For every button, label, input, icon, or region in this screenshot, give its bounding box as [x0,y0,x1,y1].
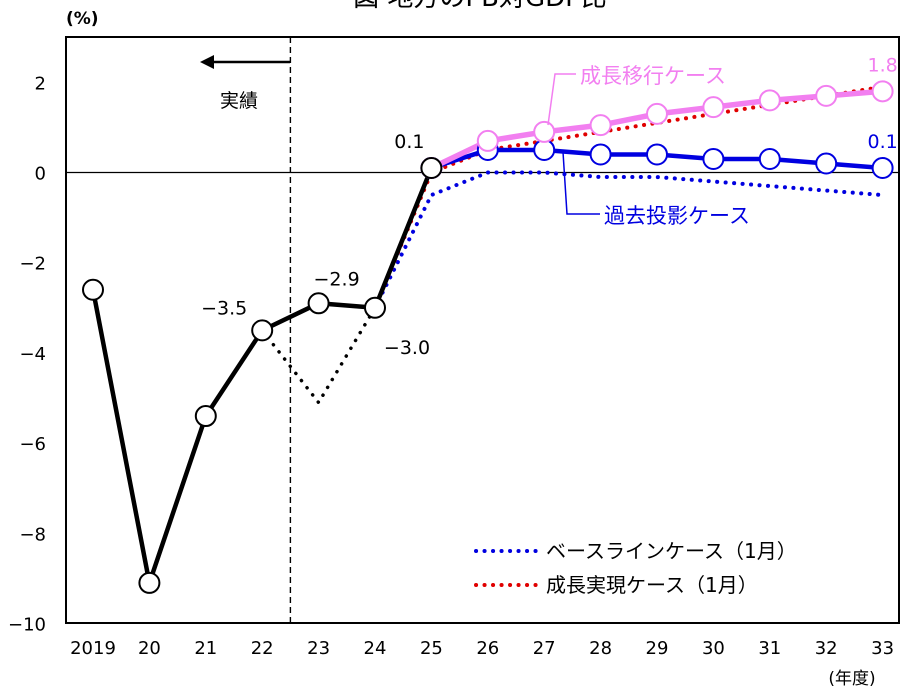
past-case-callout-line [562,151,600,215]
chart-title: 図 地方のPB対GDP比 [353,0,607,13]
x-tick-label: 32 [815,638,838,659]
data-label: 1.8 [867,54,897,76]
growth-case-callout-line [547,73,576,126]
series-marker-blue-solid-markers [758,147,781,170]
series-marker-blue-solid-markers [871,156,894,179]
x-tick-label: 21 [194,638,217,659]
x-tick-label: 2019 [70,638,116,659]
series-marker-blue-solid-markers [533,138,556,161]
series-marker-black-solid-markers [307,292,330,315]
series-marker-pink-solid-markers [815,84,838,107]
growth-case-label: 成長移行ケース [580,64,726,88]
x-unit-label: (年度) [828,669,875,689]
marker-layer [82,80,894,594]
series-line-black-dotted [260,306,377,405]
y-tick-label: −8 [19,524,46,545]
series-marker-blue-solid-markers [702,147,725,170]
x-tick-label: 29 [646,638,669,659]
x-tick-label: 30 [702,638,725,659]
x-tick-label: 26 [476,638,499,659]
series-marker-pink-solid-markers [589,114,612,137]
series-marker-pink-solid-markers [476,129,499,152]
legend-label-baseline: ベースラインケース（1月） [546,539,797,563]
series-marker-pink-solid-markers [758,89,781,112]
y-tick-label: −6 [19,434,46,455]
data-label: 0.1 [867,131,897,153]
x-tick-label: 27 [533,638,556,659]
x-tick-label: 31 [758,638,781,659]
series-marker-black-solid-markers [251,319,274,342]
x-tick-label: 25 [420,638,443,659]
series-marker-blue-solid-markers [815,152,838,175]
series-marker-blue-solid-markers [589,143,612,166]
x-tick-label: 23 [307,638,330,659]
plot-frame [65,36,900,624]
series-marker-black-solid-markers [138,571,161,594]
series-line-black-solid-markers [90,165,434,586]
data-label: −3.0 [384,337,430,359]
y-tick-label: −4 [19,344,46,365]
series-marker-blue-solid-markers [646,143,668,166]
x-tick-label: 33 [871,638,894,659]
data-label: −3.5 [201,297,247,319]
y-tick-label: 2 [35,73,46,94]
series-line-blue-dotted [373,170,885,310]
series-marker-black-solid-markers [194,405,217,428]
data-label: −2.9 [314,268,360,290]
y-axis-ticks: 2 0 −2 −4 −6 −8 −10 [8,73,46,635]
x-axis-ticks: 2019 20 21 22 23 24 25 26 27 28 29 30 31 32 33 [70,638,894,659]
x-tick-label: 20 [138,638,161,659]
data-labels: 0.1 −3.5 −2.9 −3.0 1.8 0.1 [201,54,898,358]
y-unit-label: (%) [66,9,99,29]
series-marker-black-solid-markers [82,278,104,301]
series-marker-pink-solid-markers [702,96,725,119]
x-tick-label: 22 [251,638,274,659]
past-case-label: 過去投影ケース [604,204,750,228]
series-marker-pink-solid-markers [533,120,556,143]
series-marker-pink-solid-markers [646,102,668,125]
series-marker-pink-solid-markers [871,80,894,103]
y-tick-label: 0 [35,164,46,185]
x-tick-label: 28 [589,638,612,659]
series-marker-black-solid-markers [364,296,386,319]
y-tick-label: −10 [8,615,46,636]
actual-label: 実績 [220,90,258,112]
x-tick-label: 24 [364,638,387,659]
legend: ベースラインケース（1月） 成長実現ケース（1月） [474,539,797,597]
legend-label-growth-real: 成長実現ケース（1月） [546,573,758,597]
data-label: 0.1 [394,131,424,153]
actual-arrow-head [200,55,214,69]
y-tick-label: −2 [19,254,46,275]
series-marker-black-solid-markers [420,156,443,179]
